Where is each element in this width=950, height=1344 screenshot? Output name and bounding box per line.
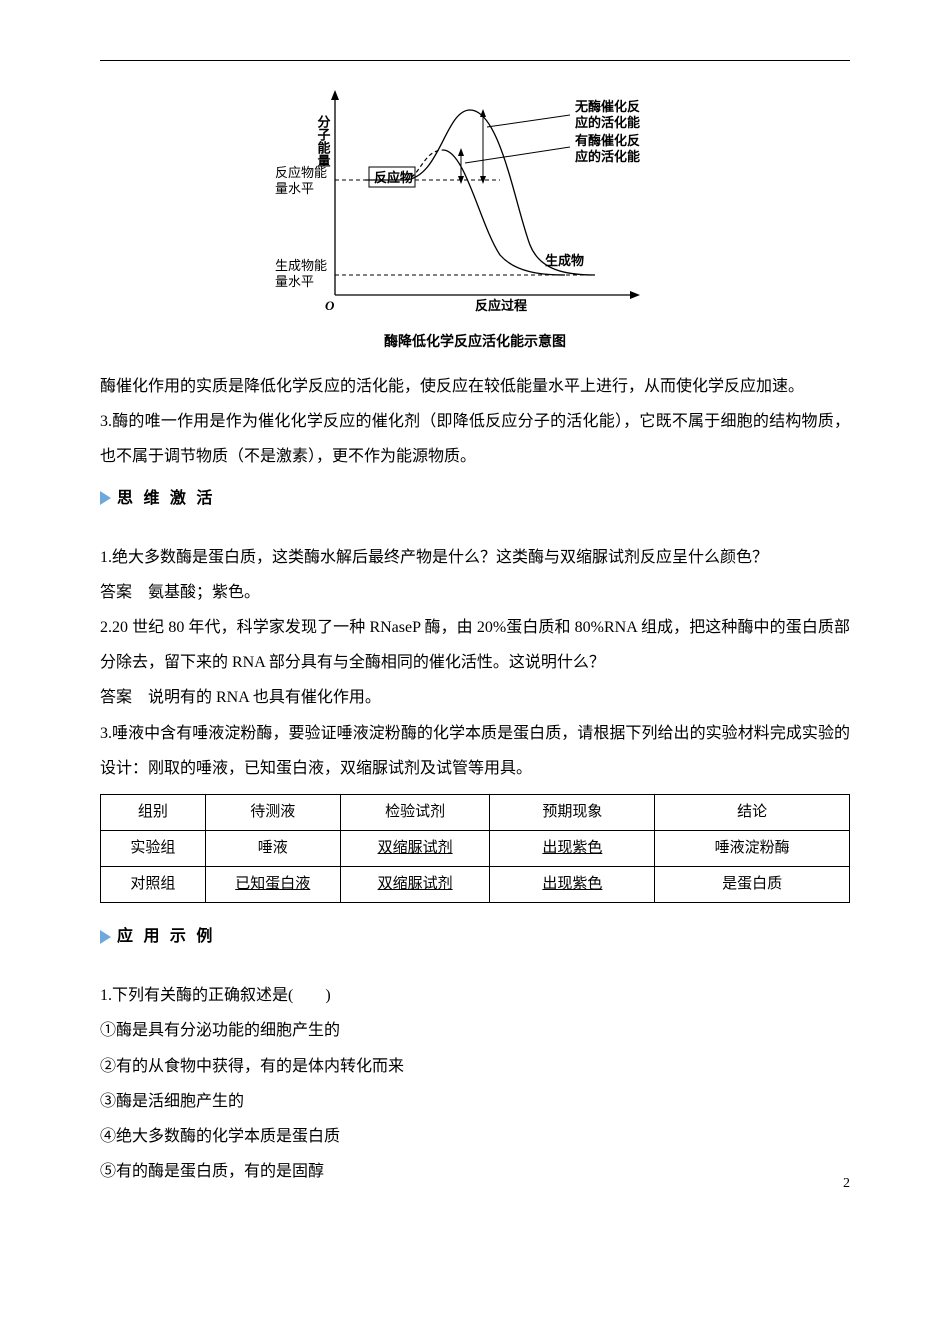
section-application-title: 应 用 示 例	[117, 919, 215, 954]
option-4: ④绝大多数酶的化学本质是蛋白质	[100, 1119, 850, 1154]
product-level-label: 生成物能	[275, 258, 327, 273]
table-header-row: 组别 待测液 检验试剂 预期现象 结论	[101, 795, 850, 831]
td: 唾液淀粉酶	[655, 831, 850, 867]
question-2: 2.20 世纪 80 年代，科学家发现了一种 RNaseP 酶，由 20%蛋白质…	[100, 610, 850, 680]
product-level-label-2: 量水平	[275, 274, 314, 289]
td: 出现紫色	[490, 867, 655, 903]
td: 出现紫色	[490, 831, 655, 867]
reactant-level-label-2: 量水平	[275, 181, 314, 196]
triangle-icon	[100, 491, 111, 505]
figure-caption: 酶降低化学反应活化能示意图	[100, 328, 850, 359]
table-row: 实验组 唾液 双缩脲试剂 出现紫色 唾液淀粉酶	[101, 831, 850, 867]
triangle-icon	[100, 930, 111, 944]
with-enzyme-label-2: 应的活化能	[575, 149, 640, 164]
th-group: 组别	[101, 795, 206, 831]
exercise-1: 1.下列有关酶的正确叙述是( )	[100, 978, 850, 1013]
no-enzyme-label-1: 无酶催化反	[574, 99, 640, 114]
no-enzyme-label-2: 应的活化能	[575, 115, 640, 130]
experiment-table: 组别 待测液 检验试剂 预期现象 结论 实验组 唾液 双缩脲试剂 出现紫色 唾液…	[100, 794, 850, 903]
table-row: 对照组 已知蛋白液 双缩脲试剂 出现紫色 是蛋白质	[101, 867, 850, 903]
page-number: 2	[843, 1169, 850, 1200]
td: 已知蛋白液	[205, 867, 340, 903]
option-2: ②有的从食物中获得，有的是体内转化而来	[100, 1049, 850, 1084]
section-thinking-activation: 思 维 激 活	[100, 481, 215, 516]
paragraph-point-3: 3.酶的唯一作用是作为催化化学反应的催化剂（即降低反应分子的活化能），它既不属于…	[100, 404, 850, 474]
td: 唾液	[205, 831, 340, 867]
reactant-inline-label: 反应物	[374, 170, 413, 185]
th-reagent: 检验试剂	[340, 795, 490, 831]
td: 双缩脲试剂	[340, 831, 490, 867]
x-axis-label: 反应过程	[475, 298, 527, 313]
top-horizontal-rule	[100, 60, 850, 61]
section-thinking-title: 思 维 激 活	[117, 481, 215, 516]
td: 实验组	[101, 831, 206, 867]
td: 是蛋白质	[655, 867, 850, 903]
spacer	[100, 522, 850, 540]
th-expected: 预期现象	[490, 795, 655, 831]
th-sample: 待测液	[205, 795, 340, 831]
answer-2: 答案 说明有的 RNA 也具有催化作用。	[100, 680, 850, 715]
question-1: 1.绝大多数酶是蛋白质，这类酶水解后最终产物是什么？这类酶与双缩脲试剂反应呈什么…	[100, 540, 850, 575]
option-1: ①酶是具有分泌功能的细胞产生的	[100, 1013, 850, 1048]
spacer	[100, 960, 850, 978]
option-3: ③酶是活细胞产生的	[100, 1084, 850, 1119]
with-enzyme-label-1: 有酶催化反	[575, 133, 640, 148]
question-3: 3.唾液中含有唾液淀粉酶，要验证唾液淀粉酶的化学本质是蛋白质，请根据下列给出的实…	[100, 716, 850, 786]
y-axis-label: 分子能量	[316, 114, 331, 168]
reactant-level-label: 反应物能	[275, 165, 327, 180]
answer-1: 答案 氨基酸；紫色。	[100, 575, 850, 610]
option-5: ⑤有的酶是蛋白质，有的是固醇	[100, 1154, 850, 1189]
activation-energy-svg: 分子能量 反应物能 量水平 生成物能 量水平 反应物 生成物 无酶催化反 应	[265, 85, 685, 315]
paragraph-essence: 酶催化作用的实质是降低化学反应的活化能，使反应在较低能量水平上进行，从而使化学反…	[100, 369, 850, 404]
origin-label: O	[325, 298, 335, 313]
activation-energy-figure: 分子能量 反应物能 量水平 生成物能 量水平 反应物 生成物 无酶催化反 应	[100, 85, 850, 359]
th-conclusion: 结论	[655, 795, 850, 831]
product-inline-label: 生成物	[545, 253, 584, 268]
td: 对照组	[101, 867, 206, 903]
section-application-example: 应 用 示 例	[100, 919, 215, 954]
td: 双缩脲试剂	[340, 867, 490, 903]
